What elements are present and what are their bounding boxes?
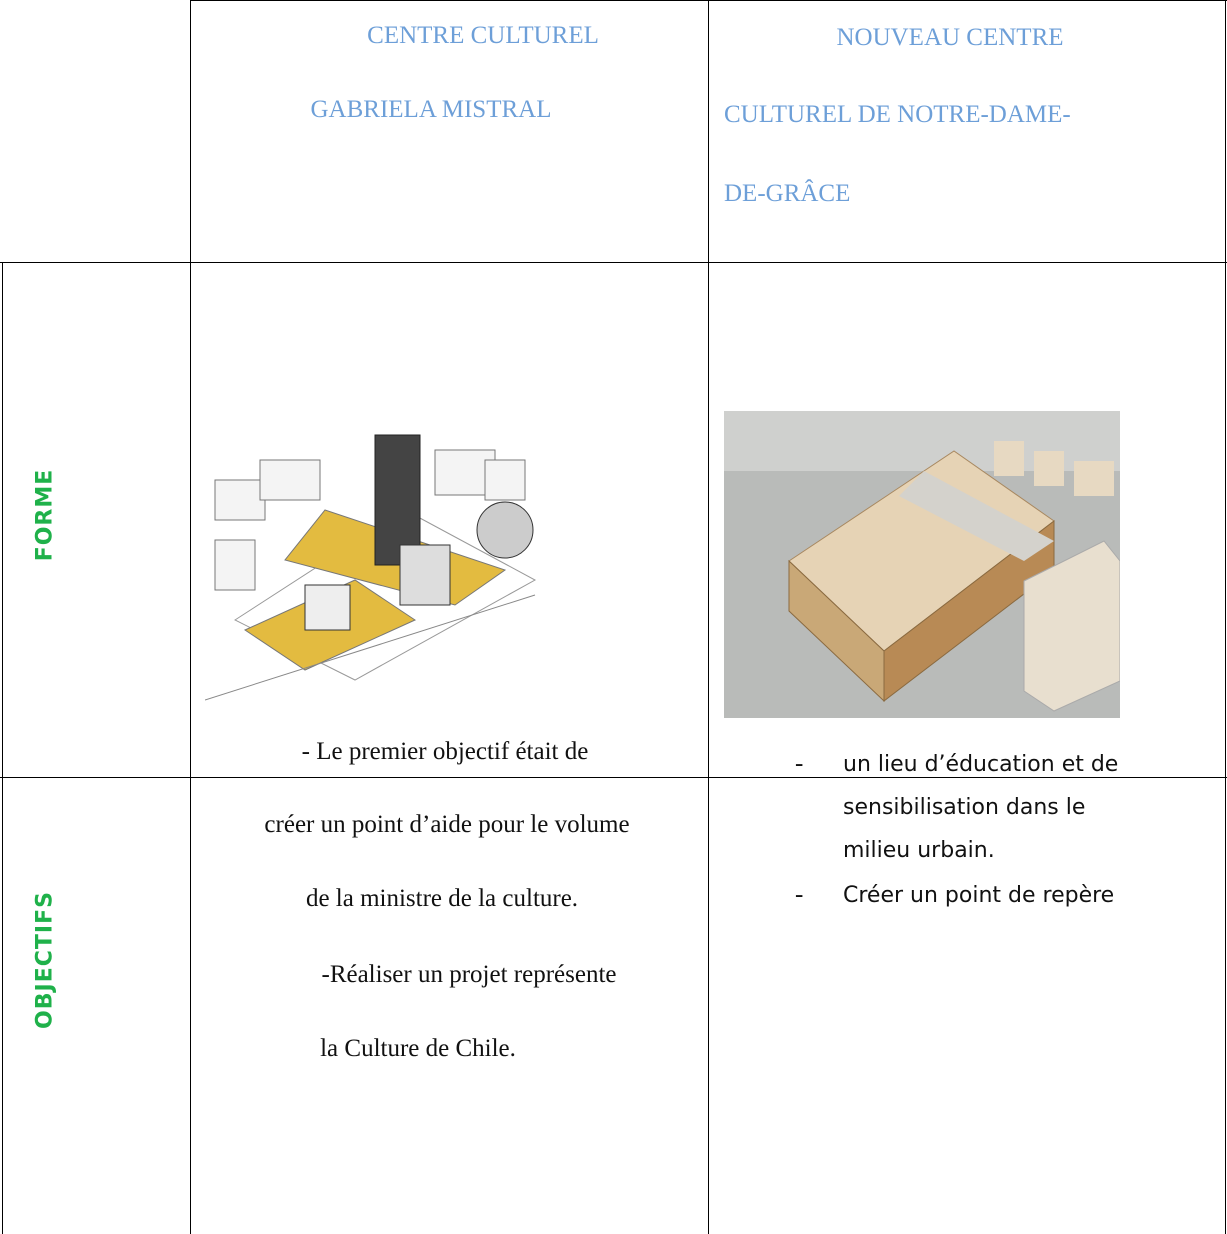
list-text: Créer un point de repère [843, 883, 1115, 908]
body-text: -Réaliser un projet représente [321, 961, 617, 988]
border [2, 262, 3, 1234]
border [190, 0, 191, 1234]
row-label: OBJECTIFS [32, 891, 58, 1029]
list-text: un lieu d’éducation et de [843, 752, 1119, 777]
border [1225, 0, 1226, 1234]
header-text: CULTUREL DE NOTRE-DAME- [724, 101, 1071, 128]
border [708, 0, 709, 1234]
list-text: sensibilisation dans le [843, 795, 1086, 820]
header-text: DE-GRÂCE [724, 180, 851, 207]
row-label: FORME [32, 468, 58, 562]
header-text: GABRIELA MISTRAL [310, 96, 552, 123]
body-text: la Culture de Chile. [320, 1035, 516, 1062]
site-illustration [205, 420, 550, 710]
list-text: milieu urbain. [843, 838, 995, 863]
body-text: - Le premier objectif était de [301, 738, 589, 765]
body-text: créer un point d’aide pour le volume [264, 811, 630, 838]
bullet: - [795, 881, 804, 908]
bullet: - [795, 750, 804, 777]
site-photo [724, 411, 1120, 718]
header-text: NOUVEAU CENTRE [836, 24, 1064, 51]
body-text: de la ministre de la culture. [305, 885, 579, 912]
border [0, 262, 1227, 263]
border [0, 777, 1227, 778]
header-text: CENTRE CULTUREL [367, 22, 599, 49]
